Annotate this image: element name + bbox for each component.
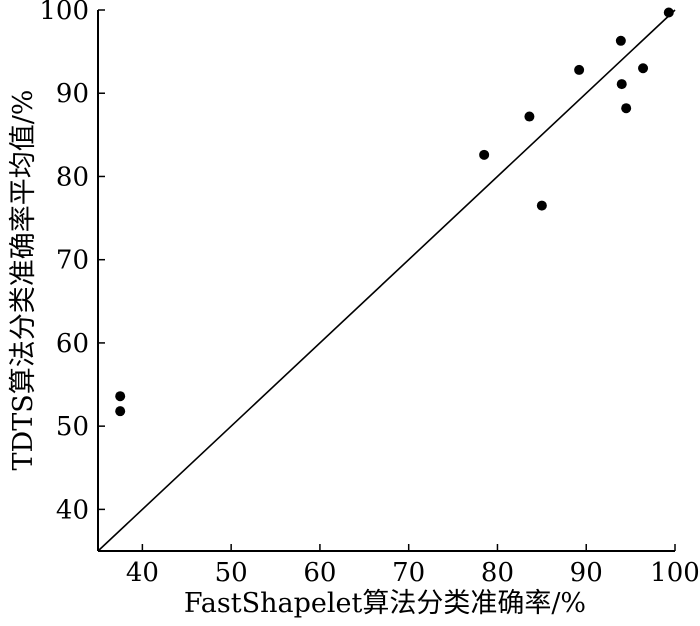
x-tick-label: 90 xyxy=(570,558,603,588)
x-tick-label: 40 xyxy=(126,558,159,588)
data-point xyxy=(615,35,626,46)
y-tick-label: 70 xyxy=(56,246,89,276)
y-tick-label: 80 xyxy=(56,162,89,192)
data-point xyxy=(574,64,585,75)
data-point xyxy=(638,63,649,74)
data-point xyxy=(115,406,126,417)
y-tick-label: 40 xyxy=(56,495,89,525)
y-tick-label: 50 xyxy=(56,412,89,442)
x-tick-label: 60 xyxy=(303,558,336,588)
data-point xyxy=(663,7,674,18)
y-tick-label: 90 xyxy=(56,79,89,109)
ticks-group: 40 50 60 70 80 90 100 40 50 60 70 80 90 100 xyxy=(39,0,699,588)
x-tick-label: 50 xyxy=(215,558,248,588)
axes-group xyxy=(97,10,675,552)
data-point xyxy=(115,391,126,402)
y-axis-title: TDTS算法分类准确率平均值/% xyxy=(8,90,39,471)
x-axis-title: FastShapelet算法分类准确率/% xyxy=(184,588,586,619)
points-group xyxy=(115,7,674,417)
diagonal-reference-line xyxy=(97,9,676,552)
data-point xyxy=(621,103,632,114)
y-tick-label: 100 xyxy=(39,0,89,26)
x-tick-label: 100 xyxy=(650,558,700,588)
data-point xyxy=(536,200,547,211)
x-tick-label: 80 xyxy=(481,558,514,588)
y-tick-label: 60 xyxy=(56,329,89,359)
data-point xyxy=(524,111,535,122)
data-point xyxy=(479,149,490,160)
x-tick-label: 70 xyxy=(392,558,425,588)
data-point xyxy=(616,79,627,90)
diagonal-reference-line-group xyxy=(97,9,676,552)
